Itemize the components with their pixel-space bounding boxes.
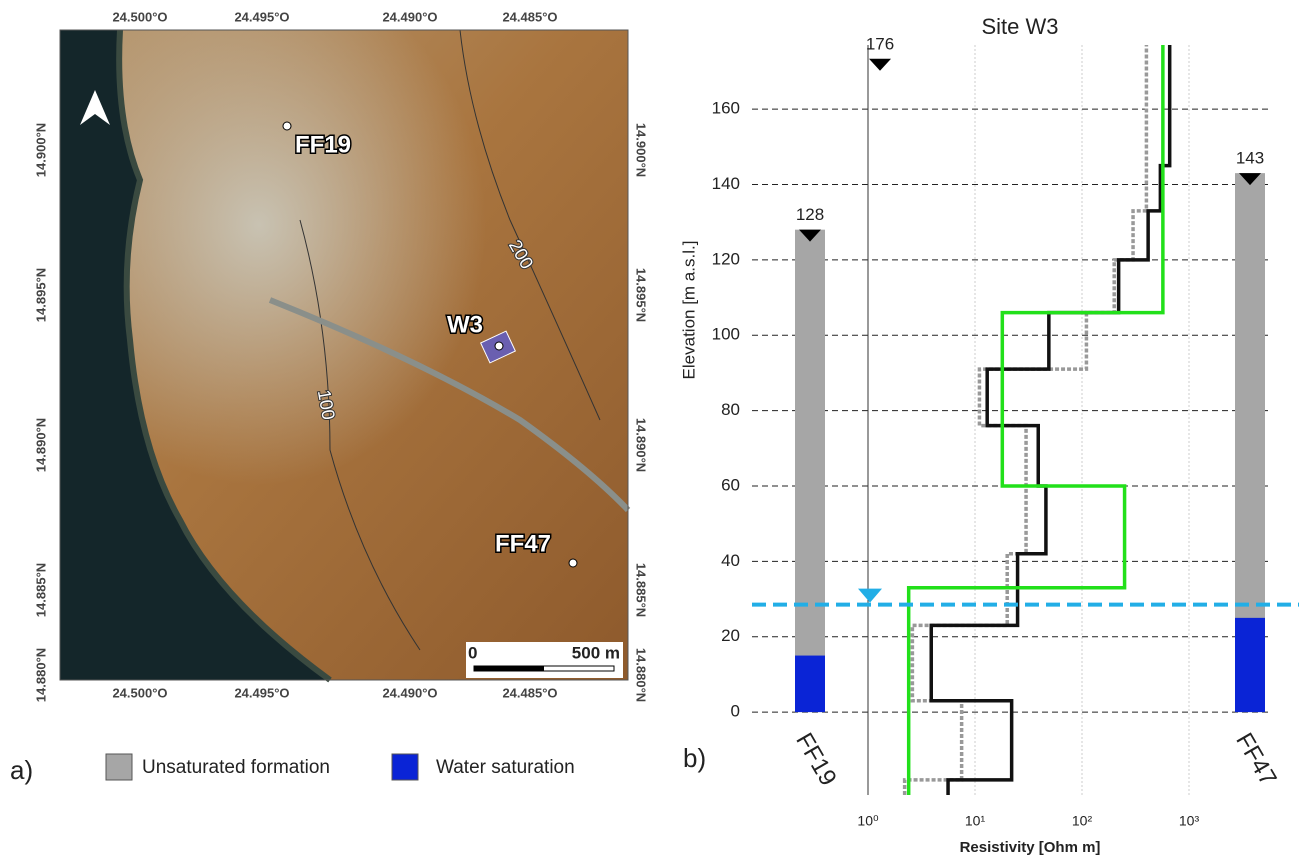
borehole-saturated — [795, 655, 825, 713]
surface-marker — [869, 58, 891, 71]
map-tick-label: 24.490°O — [382, 685, 437, 700]
x-tick-label: 10³ — [1179, 813, 1200, 829]
resistivity-profile — [929, 45, 1172, 795]
borehole-saturated — [1235, 617, 1265, 713]
map-frame — [59, 29, 629, 681]
north-arrow — [80, 90, 110, 125]
map-tick-label: 14.900°N — [634, 123, 649, 177]
site-label: W3 — [447, 311, 483, 338]
y-axis-label: Elevation [m a.s.l.] — [679, 241, 698, 380]
top-marker — [799, 229, 821, 242]
y-tick-label: 40 — [721, 551, 740, 570]
y-tick-label: 20 — [721, 626, 740, 645]
y-tick-label: 60 — [721, 475, 740, 494]
panel-label: b) — [683, 743, 706, 773]
legend-label: Unsaturated formation — [142, 757, 330, 778]
site-point — [568, 558, 578, 568]
map-tick-label: 14.895°N — [634, 268, 649, 322]
map-tick-label: 24.490°O — [382, 9, 437, 24]
y-tick-label: 160 — [712, 99, 740, 118]
map-tick-label: 24.495°O — [234, 9, 289, 24]
top-marker — [1239, 173, 1261, 186]
x-tick-label: 10² — [1072, 813, 1093, 829]
coastline — [116, 29, 332, 683]
contour — [459, 29, 601, 421]
road — [268, 297, 631, 513]
resistivity-profile — [902, 45, 1149, 795]
map-tick-label: 14.900°N — [33, 123, 48, 177]
map-tick-label: 24.485°O — [502, 9, 557, 24]
contour — [299, 219, 421, 651]
site-label: FF19 — [295, 131, 351, 158]
borehole-name: FF19 — [790, 728, 841, 790]
borehole-top-label: 143 — [1236, 149, 1264, 168]
map-tick-label: 14.880°N — [33, 648, 48, 702]
map-tick-label: 14.890°N — [634, 418, 649, 472]
water-table-marker — [858, 588, 882, 603]
x-tick-label: 10¹ — [965, 813, 986, 829]
y-tick-label: 140 — [712, 174, 740, 193]
x-tick-label: 10⁰ — [857, 813, 879, 829]
y-tick-label: 0 — [731, 702, 740, 721]
map-tick-label: 24.485°O — [502, 685, 557, 700]
scale-label: 500 m — [572, 643, 620, 662]
map-tick-label: 14.885°N — [33, 563, 48, 617]
panel-label: a) — [10, 755, 33, 785]
x-axis-label: Resistivity [Ohm m] — [960, 839, 1101, 856]
map: FF19 W3 FF47 200 100 0 500 m a) Unsatura… — [10, 29, 631, 785]
borehole-name: FF47 — [1230, 728, 1281, 790]
scale-box — [466, 642, 623, 678]
map-tick-label: 14.895°N — [33, 268, 48, 322]
surface-label: 176 — [866, 34, 894, 53]
legend-swatch — [105, 753, 133, 781]
map-tick-label: 24.500°O — [112, 685, 167, 700]
y-tick-label: 100 — [712, 325, 740, 344]
site-point — [282, 121, 292, 131]
borehole-unsaturated — [795, 229, 825, 713]
map-tick-label: 14.885°N — [634, 563, 649, 617]
sea — [60, 30, 330, 680]
y-tick-label: 80 — [721, 400, 740, 419]
resistivity-profile — [906, 45, 1165, 795]
scale-bar — [474, 666, 544, 671]
map-tick-label: 24.500°O — [112, 9, 167, 24]
legend-label: Water saturation — [436, 757, 575, 778]
y-tick-label: 120 — [712, 249, 740, 268]
borehole-top-label: 128 — [796, 205, 824, 224]
map-tick-label: 14.880°N — [634, 648, 649, 702]
legend-swatch — [391, 753, 419, 781]
map-tick-label: 14.890°N — [33, 418, 48, 472]
site-label: FF47 — [495, 530, 551, 557]
chart-title: Site W3 — [981, 14, 1058, 39]
site-point — [494, 341, 504, 351]
scale-label: 0 — [468, 643, 477, 662]
map-tick-label: 24.495°O — [234, 685, 289, 700]
